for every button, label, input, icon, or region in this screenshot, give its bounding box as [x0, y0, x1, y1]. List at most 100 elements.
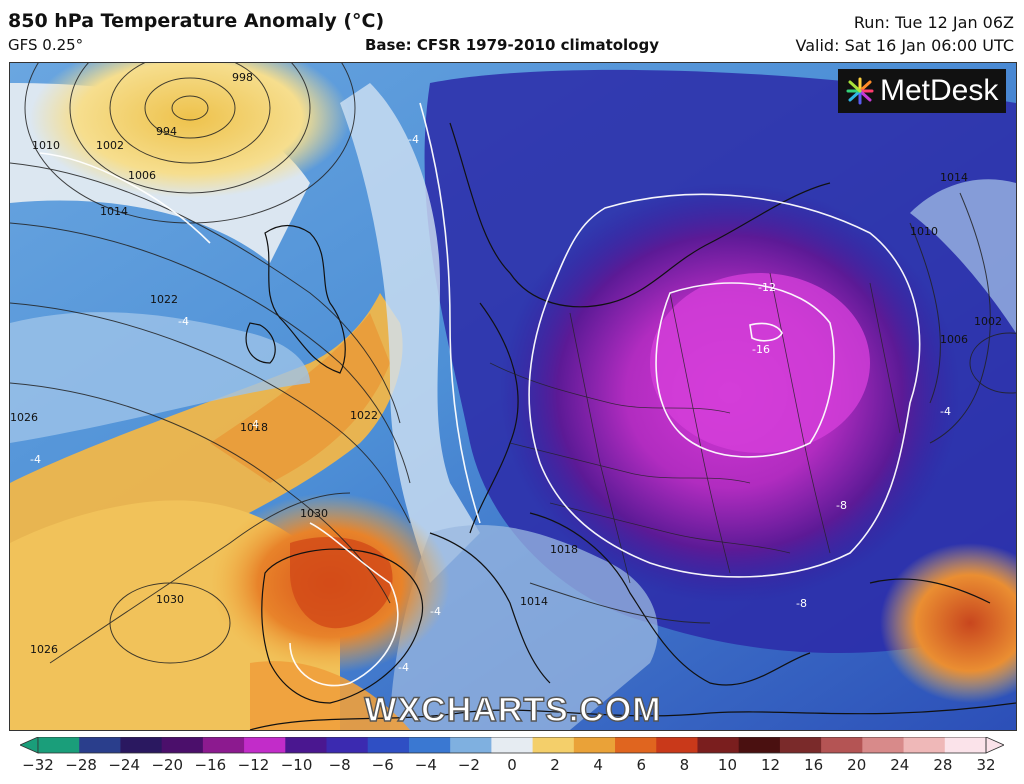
colorbar-tick-label: −32 [22, 756, 54, 774]
colorbar-tick-label: 4 [593, 756, 603, 774]
isobar-label: 1018 [240, 421, 268, 434]
isobar-label: 1014 [100, 205, 128, 218]
metdesk-logo: MetDesk [838, 69, 1006, 113]
warm-low-north [30, 63, 350, 198]
colorbar-segment [656, 737, 698, 753]
country-borders [489, 272, 901, 584]
colorbar-tick-labels: −32 −28 −24 −20 −16 −12 −10 −8 −6 −4 −2 0 2 4 6 8 10 12 16… [20, 756, 1004, 776]
colorbar-segment [38, 737, 80, 753]
chart-header: 850 hPa Temperature Anomaly (°C) GFS 0.2… [0, 0, 1024, 64]
anomaly-contours [39, 102, 921, 687]
colorbar-segment [944, 737, 987, 753]
metdesk-logo-text: MetDesk [880, 74, 999, 107]
colorbar-tick-label: 8 [679, 756, 690, 774]
climatology-base-label: Base: CFSR 1979-2010 climatology [364, 36, 660, 54]
isobar-label: 1006 [128, 169, 156, 182]
colorbar-tick-label: −24 [108, 756, 140, 774]
colorbar-tick-label: 20 [847, 756, 867, 774]
anomaly-label: -4 [408, 133, 419, 146]
colorbar [19, 736, 1005, 754]
colorbar-tick-label: 6 [636, 756, 647, 774]
coastlines [245, 122, 1016, 730]
anomaly-label: -4 [398, 661, 409, 674]
colorbar-segment [326, 737, 369, 753]
cold-anomaly-inner [650, 273, 870, 453]
warm-east-mediterranean [880, 543, 1016, 703]
colorbar-border [37, 736, 987, 754]
colorbar-tick-label: −12 [237, 756, 270, 774]
anomaly-label: 4 [252, 418, 259, 431]
colorbar-tick-label: 32 [976, 756, 996, 774]
colorbar-segment [408, 737, 451, 753]
isobar-label: 1014 [520, 595, 548, 608]
colorbar-tick-label: 28 [933, 756, 953, 774]
isobar-label: 998 [232, 71, 253, 84]
colorbar-tick-label: 24 [890, 756, 910, 774]
map-canvas: 998 994 1002 1006 1010 1014 1022 1018 10… [10, 63, 1016, 730]
colorbar-segment [202, 737, 245, 753]
colorbar-tick-label: 0 [507, 756, 517, 774]
anomaly-label: -12 [758, 281, 776, 294]
model-label: GFS 0.25° [8, 36, 84, 54]
isobar-labels: 998 994 1002 1006 1010 1014 1022 1018 10… [10, 71, 1002, 656]
cool-atlantic-band [10, 312, 310, 443]
anomaly-label: -8 [796, 597, 807, 610]
isobar-label: 1030 [300, 507, 328, 520]
colorbar-tick-label: −20 [151, 756, 184, 774]
anomaly-label: -4 [430, 605, 441, 618]
run-time-label: Run: Tue 12 Jan 06Z [853, 13, 1014, 32]
isobar-label: 1002 [974, 315, 1002, 328]
colorbar-segment [862, 737, 905, 753]
isobar-label: 1022 [150, 293, 178, 306]
colorbar-tick-label: 16 [804, 756, 824, 774]
colorbar-tick-label: −6 [371, 756, 394, 774]
isobar-label: 994 [156, 125, 177, 138]
colorbar-legend: −32 −28 −24 −20 −16 −12 −10 −8 −6 −4 −2 0 2 4 6 8 10 12 16… [19, 736, 1005, 777]
colorbar-segment [450, 737, 492, 753]
colorbar-segment [367, 737, 410, 753]
anomaly-label: -4 [178, 315, 189, 328]
anomaly-label: -4 [30, 453, 41, 466]
colorbar-segment [903, 737, 946, 753]
pale-north-sea [340, 83, 480, 583]
colorbar-tick-label: −28 [65, 756, 97, 774]
colorbar-segment [738, 737, 781, 753]
starburst-icon [846, 77, 874, 105]
colorbar-tick-label: −10 [280, 756, 313, 774]
valid-time-label: Valid: Sat 16 Jan 06:00 UTC [795, 36, 1014, 55]
colorbar-tick-label: −16 [194, 756, 227, 774]
colorbar-segment [79, 737, 121, 753]
colorbar-segment [573, 737, 616, 753]
chart-title: 850 hPa Temperature Anomaly (°C) [8, 10, 385, 32]
colorbar-segment [161, 737, 204, 753]
isobar-label: 1002 [96, 139, 124, 152]
colorbar-segment [244, 737, 286, 753]
anomaly-map: 998 994 1002 1006 1010 1014 1022 1018 10… [9, 62, 1017, 731]
colorbar-segment [285, 737, 328, 753]
isobar-label: 1026 [30, 643, 58, 656]
anomaly-label: -4 [940, 405, 951, 418]
colorbar-segment [779, 737, 822, 753]
colorbar-segment [615, 737, 657, 753]
colorbar-segment [120, 737, 163, 753]
colorbar-tick-label: 12 [760, 756, 781, 774]
colorbar-tick-label: 10 [717, 756, 737, 774]
iberia-hot-core [290, 537, 393, 629]
isobar-label: 1018 [550, 543, 578, 556]
isobar-label: 1022 [350, 409, 378, 422]
colorbar-tick-label: 2 [550, 756, 560, 774]
isobar-label: 1006 [940, 333, 968, 346]
mediterranean-region [390, 524, 658, 730]
colorbar-tick-label: −2 [457, 756, 480, 774]
isobar-label: 1026 [10, 411, 38, 424]
isobars [10, 63, 1016, 664]
anomaly-label: -16 [752, 343, 770, 356]
north-africa-warm [250, 661, 410, 730]
colorbar-segment [532, 737, 575, 753]
anomaly-label: -8 [836, 499, 847, 512]
isobar-label: 1010 [32, 139, 60, 152]
isobar-label: 1014 [940, 171, 968, 184]
colorbar-segment [821, 737, 863, 753]
colorbar-tick-label: −8 [328, 756, 351, 774]
isobar-label: 1010 [910, 225, 938, 238]
